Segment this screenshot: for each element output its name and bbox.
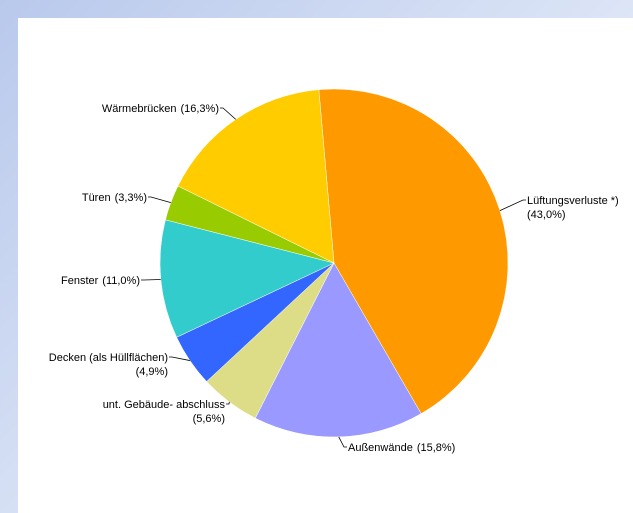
- value-label: (5,6%): [193, 413, 225, 425]
- slice-label: Decken (als Hüllflächen) (4,9%): [49, 352, 168, 378]
- value-label: (15,8%): [417, 442, 456, 454]
- slice-label: Fenster (11,0%): [61, 275, 140, 287]
- category-label: Lüftungsverluste *): [527, 195, 619, 207]
- category-label: Wärmebrücken: [102, 103, 177, 115]
- value-label: (16,3%): [180, 103, 219, 115]
- leader-line: [169, 356, 190, 361]
- value-label: (4,9%): [136, 366, 168, 378]
- slice-label: Lüftungsverluste *) (43,0%): [527, 195, 619, 221]
- leader-line: [499, 199, 526, 211]
- value-label: (3,3%): [115, 192, 147, 204]
- category-label: Fenster: [61, 275, 99, 287]
- category-label: unt. Gebäude- abschluss: [103, 399, 226, 411]
- leader-line: [148, 196, 171, 203]
- pie-slice: [159, 219, 335, 338]
- category-label: Decken (als Hüllflächen): [49, 352, 168, 364]
- leader-line: [220, 107, 237, 120]
- pie-slice: [318, 88, 509, 414]
- value-label: (43,0%): [527, 209, 566, 221]
- leader-line: [226, 401, 230, 405]
- leader-line: [338, 436, 347, 448]
- slice-label: unt. Gebäude- abschluss (5,6%): [103, 399, 226, 425]
- value-label: (11,0%): [102, 275, 140, 287]
- pie-slice: [177, 89, 335, 264]
- category-label: Türen: [82, 192, 111, 204]
- pie-slice: [254, 262, 422, 438]
- category-label: Außenwände: [348, 442, 413, 454]
- slice-label: Wärmebrücken (16,3%): [102, 103, 219, 115]
- slice-label: Außenwände (15,8%): [348, 442, 455, 454]
- slice-label: Türen (3,3%): [82, 192, 147, 204]
